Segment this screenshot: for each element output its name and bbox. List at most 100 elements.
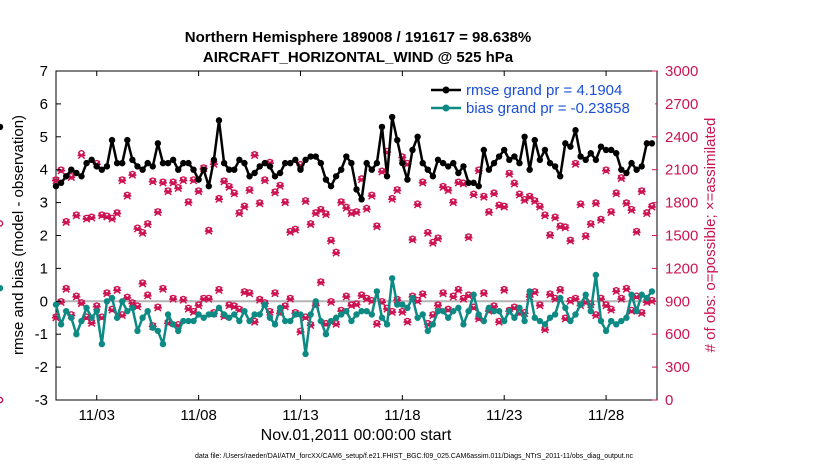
obs-assimilated-marker — [535, 301, 544, 310]
obs-assimilated-marker — [622, 285, 631, 293]
obs-possible-marker — [281, 198, 289, 205]
rmse-point — [470, 179, 477, 187]
obs-assimilated-marker — [276, 182, 285, 190]
obs-possible-marker — [628, 205, 635, 213]
bias-point — [220, 311, 228, 318]
obs-assimilated-marker — [556, 286, 565, 295]
obs-assimilated-marker — [602, 167, 611, 175]
rmse-point — [113, 159, 121, 167]
rmse-point — [103, 163, 111, 170]
bias-point — [261, 301, 269, 308]
obs-possible-marker — [144, 220, 151, 227]
bias-point — [307, 311, 314, 318]
bias-point — [129, 304, 136, 312]
rmse-point — [302, 156, 309, 164]
bias-point — [444, 314, 452, 321]
obs-assimilated-marker — [204, 227, 213, 235]
rmse-point — [231, 166, 238, 173]
obs-possible-marker — [439, 289, 447, 296]
bias-point — [312, 298, 319, 305]
rmse-point — [271, 173, 279, 180]
obs-assimilated-marker — [372, 320, 381, 329]
obs-possible-marker — [490, 189, 498, 197]
y-tick-label-right: 1500 — [665, 228, 698, 245]
obs-possible-marker — [251, 151, 258, 158]
rmse-point — [169, 156, 177, 164]
obs-possible-marker — [648, 202, 656, 210]
rmse-point — [628, 159, 635, 167]
obs-assimilated-marker — [271, 188, 280, 197]
bias-point — [83, 304, 90, 312]
y-axis-left-label: rmse and bias (model - observation) — [10, 115, 27, 355]
bias-point — [164, 311, 172, 318]
obs-possible-marker — [434, 234, 442, 241]
obs-possible-marker — [62, 284, 70, 292]
obs-possible-marker — [276, 181, 284, 189]
rmse-point — [338, 166, 345, 173]
obs-possible-marker — [343, 203, 350, 211]
bias-point — [536, 317, 544, 325]
obs-assimilated-marker — [576, 201, 585, 209]
rmse-point — [0, 123, 4, 131]
obs-possible-marker — [643, 209, 651, 216]
obs-assimilated-marker — [637, 187, 646, 196]
rmse-point — [511, 153, 518, 160]
legend: rmse grand pr = 4.1904 bias grand pr = -… — [425, 78, 655, 122]
bias-point — [93, 307, 100, 315]
obs-possible-marker — [230, 189, 238, 197]
rmse-point — [404, 176, 411, 183]
obs-possible-marker — [164, 187, 172, 194]
footnote: data file: /Users/raeder/DAI/ATM_forcXX/… — [195, 453, 634, 460]
rmse-point — [149, 163, 156, 170]
bias-point — [409, 294, 416, 302]
rmse-point — [68, 166, 75, 173]
bias-point — [541, 321, 549, 328]
rmse-point — [210, 156, 218, 164]
obs-possible-marker — [511, 179, 518, 187]
legend-rmse-marker — [442, 86, 450, 94]
obs-possible-marker — [618, 294, 625, 302]
rmse-point — [327, 182, 335, 190]
bias-point — [236, 317, 243, 325]
obs-possible-marker — [551, 213, 559, 221]
obs-possible-marker — [174, 183, 182, 191]
obs-possible-marker — [302, 313, 309, 320]
obs-possible-marker — [567, 236, 574, 244]
obs-assimilated-marker — [479, 289, 488, 298]
bias-point — [78, 317, 85, 325]
obs-possible-marker — [638, 187, 646, 194]
rmse-point — [73, 169, 80, 177]
rmse-point — [215, 117, 223, 124]
obs-possible-marker — [205, 226, 213, 234]
rmse-point — [577, 153, 584, 160]
rmse-point — [144, 159, 151, 167]
obs-assimilated-marker — [617, 174, 626, 183]
rmse-point — [368, 166, 375, 173]
bias-series — [0, 271, 656, 358]
bias-point — [159, 340, 167, 348]
obs-assimilated-marker — [607, 208, 616, 217]
obs-possible-marker — [409, 235, 416, 243]
obs-assimilated-marker — [535, 203, 544, 211]
obs-assimilated-marker — [403, 318, 412, 326]
obs-assimilated-marker — [500, 286, 509, 295]
bias-point — [0, 284, 4, 292]
obs-possible-marker — [139, 279, 146, 286]
rmse-point — [266, 163, 274, 170]
rmse-point — [256, 163, 263, 170]
obs-possible-marker — [215, 194, 223, 202]
obs-assimilated-marker — [372, 222, 381, 231]
obs-possible-marker — [500, 285, 508, 293]
rmse-point — [373, 159, 381, 167]
obs-possible-marker — [317, 278, 325, 285]
x-tick-label: 11/08 — [180, 407, 216, 424]
rmse-point — [322, 176, 330, 183]
obs-possible-marker — [73, 211, 80, 218]
bias-point — [271, 321, 279, 328]
rmse-point — [495, 153, 503, 160]
rmse-point — [129, 156, 136, 164]
obs-possible-marker — [516, 190, 523, 198]
y-tick-label-right: 2700 — [665, 96, 698, 113]
obs-assimilated-marker — [281, 198, 290, 207]
bias-point — [73, 331, 80, 338]
